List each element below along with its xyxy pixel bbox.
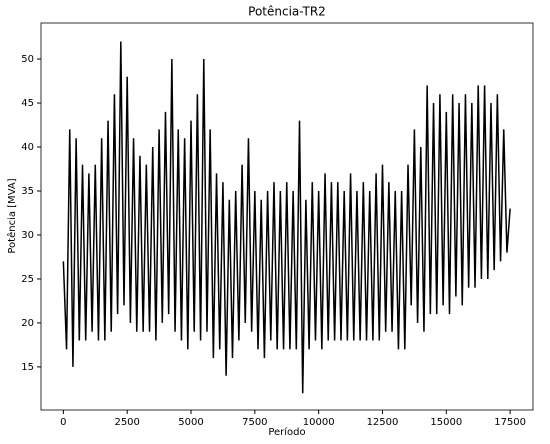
x-tick-label: 0 bbox=[60, 417, 66, 428]
x-axis-label: Período bbox=[268, 426, 305, 438]
x-tick-label: 7500 bbox=[242, 417, 267, 428]
plot-frame bbox=[40, 22, 534, 411]
y-tick-label: 35 bbox=[21, 186, 34, 197]
y-tick-label: 20 bbox=[21, 318, 34, 329]
x-tick-label: 5000 bbox=[178, 417, 203, 428]
y-tick-label: 40 bbox=[21, 142, 34, 153]
data-line bbox=[62, 41, 511, 394]
x-tick-label: 17500 bbox=[494, 417, 526, 428]
y-tick-label: 50 bbox=[21, 54, 34, 65]
chart-title: Potência-TR2 bbox=[248, 5, 326, 19]
y-tick-label: 45 bbox=[21, 98, 34, 109]
x-tick-label: 15000 bbox=[430, 417, 462, 428]
y-axis-label: Potência [MVA] bbox=[6, 178, 18, 253]
y-tick-label: 15 bbox=[21, 362, 34, 373]
x-tick-label: 12500 bbox=[367, 417, 399, 428]
y-tick-label: 25 bbox=[21, 274, 34, 285]
y-tick-label: 30 bbox=[21, 230, 34, 241]
x-tick-label: 10000 bbox=[303, 417, 335, 428]
x-tick-label: 2500 bbox=[114, 417, 139, 428]
